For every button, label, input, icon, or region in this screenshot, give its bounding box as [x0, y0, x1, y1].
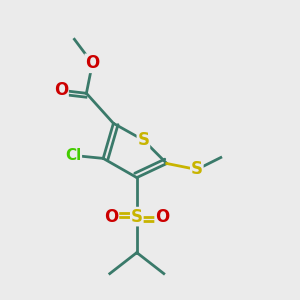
- Text: O: O: [155, 208, 169, 226]
- Text: S: S: [191, 160, 203, 178]
- Text: S: S: [137, 131, 149, 149]
- Text: Cl: Cl: [65, 148, 81, 163]
- Text: O: O: [54, 81, 68, 99]
- Text: O: O: [104, 208, 118, 226]
- Text: O: O: [85, 54, 100, 72]
- Text: S: S: [131, 208, 143, 226]
